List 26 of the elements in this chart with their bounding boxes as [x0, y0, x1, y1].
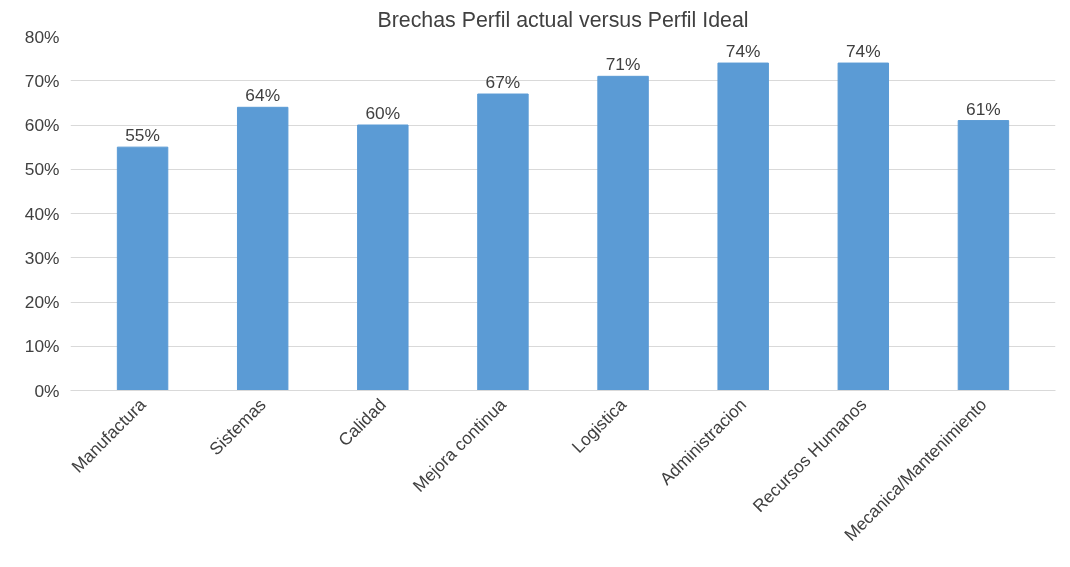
data-label: 60%: [365, 103, 401, 123]
bar: [837, 62, 890, 391]
data-label: 67%: [485, 72, 521, 93]
bar: [477, 93, 529, 391]
y-tick-label: 30%: [24, 247, 60, 268]
bar: [717, 62, 769, 391]
y-tick-label: 20%: [24, 292, 60, 312]
data-label: 61%: [966, 98, 1001, 119]
y-tick-label: 0%: [34, 380, 60, 401]
data-label: 74%: [725, 41, 761, 62]
chart-title: Brechas Perfil actual versus Perfil Ideal: [377, 7, 749, 32]
bar: [357, 124, 409, 391]
y-tick-label: 70%: [24, 70, 60, 91]
data-label: 74%: [845, 41, 881, 62]
bar: [957, 120, 1010, 391]
y-tick-label: 60%: [24, 115, 60, 135]
data-label: 55%: [125, 125, 160, 146]
y-tick-label: 80%: [24, 26, 60, 47]
bar: [236, 106, 289, 391]
y-tick-label: 10%: [24, 336, 60, 357]
data-label: 71%: [605, 54, 641, 75]
y-tick-label: 50%: [24, 159, 60, 180]
bar: [597, 75, 649, 391]
bar: [116, 146, 169, 391]
y-tick-label: 40%: [24, 203, 60, 224]
data-label: 64%: [245, 85, 281, 106]
